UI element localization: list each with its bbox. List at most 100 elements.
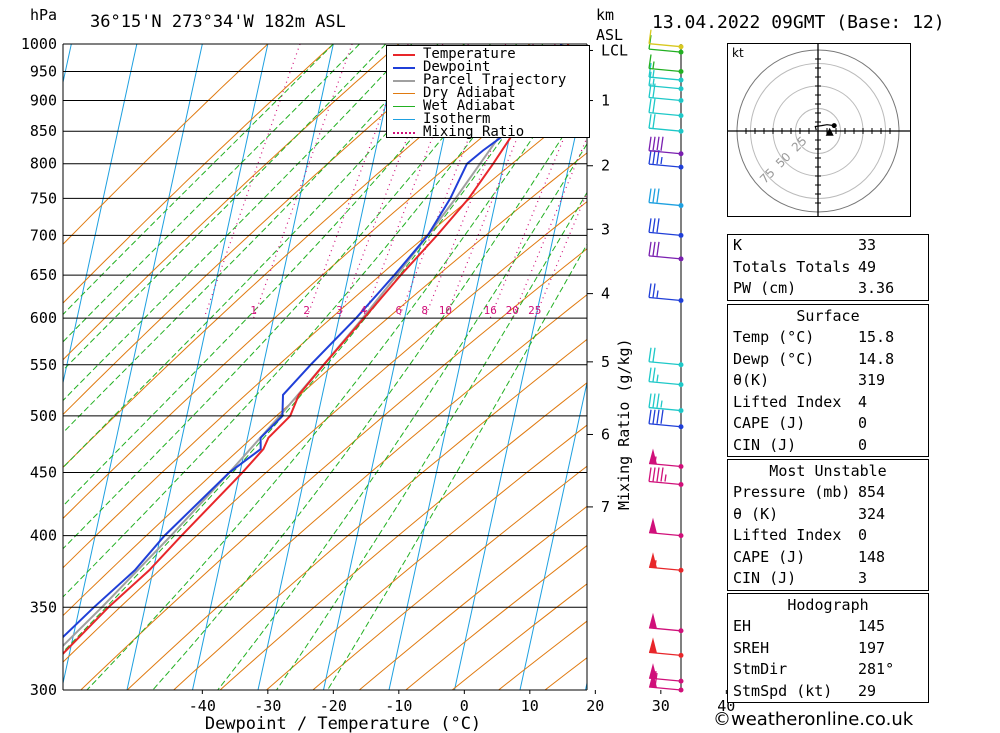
hodograph-ring-label: 25 [789,134,810,155]
legend-item-dry-adiabat: Dry Adiabat [393,86,583,100]
wind-barb-dot [678,69,684,75]
wind-barb-dot [678,86,684,92]
km-tick-label: LCL [601,41,628,59]
wind-barb-flag [660,467,664,482]
wind-barb-flag [652,467,656,482]
wind-barb-staff [648,381,682,386]
wind-barb-dot [678,482,684,488]
index-row: CAPE (J) 0 [733,414,868,432]
wind-barb-half-flag [664,474,667,482]
mixing-ratio-value-label: 1 [250,304,257,317]
pressure-tick-label: 750 [30,189,57,207]
wind-barb-flag [654,672,658,688]
wind-barb-staff [648,112,682,117]
wind-barb-staff [648,76,682,81]
dry-adiabat-line [63,44,531,468]
wind-barb-dot [678,49,684,55]
index-row: Pressure (mb) 854 [733,483,886,501]
wind-barb-dot [678,113,684,119]
wind-barb-dot [678,678,684,684]
wind-barb-dot [678,128,684,134]
dry-adiabat-line [63,44,269,245]
wind-barb-dot [678,464,684,470]
wind-barb [648,98,684,119]
wind-barb [648,672,684,693]
wind-barb-flag [648,367,652,382]
wind-barb-flag [656,467,660,482]
wind-barb [648,612,684,634]
wind-barb [648,517,684,539]
wet-adiabat-line [63,44,491,507]
hodograph-trace-end [831,123,837,129]
wind-barb-flag [656,136,660,151]
index-row: CIN (J) 0 [733,435,868,454]
index-row: EH 145 [733,617,886,635]
km-tick-label: 6 [601,425,610,443]
wind-barb-dot [678,628,684,634]
station-location: 36°15'N 273°34'W 182m ASL [90,12,346,32]
isotherm-line [388,44,531,690]
wind-barb-flag [652,136,656,151]
pressure-unit-label: hPa [30,6,58,24]
mixing-ratio-line [253,44,353,319]
mixing-ratio-value-label: 16 [484,304,497,317]
wind-barb [648,241,684,262]
x-tick-label: -10 [385,697,412,715]
wind-barb-flag [652,393,656,408]
wind-barb-flag [648,241,652,256]
wind-barb-dot [678,362,684,368]
x-tick-label: 20 [586,697,604,715]
wind-barb-dot [678,232,684,238]
index-row: Temp (°C) 15.8 [733,328,895,346]
most-unstable-table: Most Unstable Pressure (mb) 854 θ (K) 324 … [727,459,929,591]
mixing-ratio-value-label: 8 [421,304,428,317]
pressure-tick-label: 500 [30,407,57,425]
mixing-ratio-value-label: 3 [336,304,343,317]
wind-barb-pennant [649,517,657,534]
copyright-link[interactable]: ©weatheronline.co.uk [713,709,914,730]
wind-barb [648,114,684,134]
wind-barb-dot [678,256,684,262]
wind-barb-flag [648,347,652,362]
pressure-tick-label: 400 [30,527,57,545]
index-row: StmSpd (kt) 29 [733,681,877,700]
wind-barb-dot [678,297,684,303]
wind-barb-dot [678,533,684,539]
storm-motion-marker [825,127,834,136]
pressure-tick-label: 650 [30,266,57,284]
dry-adiabat-line [312,465,587,690]
pressure-tick-label: 550 [30,356,57,374]
wind-barb [648,35,684,55]
pressure-tick-label: 350 [30,598,57,616]
legend-item-dewpoint: Dewpoint [393,60,583,74]
wind-barb-staff [648,67,682,73]
wet-adiabat-line [63,44,544,598]
wind-barb-flag [652,409,656,424]
index-row: StmDir 281° [733,660,895,678]
wind-barb-dot [678,382,684,388]
most-unstable-title: Most Unstable [769,462,887,480]
wind-barb-dot [678,98,684,104]
wind-barb-flag [656,188,660,203]
wind-barb-flag [660,409,664,424]
pressure-tick-label: 900 [30,92,57,110]
wind-barb-staff [648,423,682,428]
wind-barb-half-flag [654,456,657,464]
index-row: θ (K) 324 [733,504,886,523]
wind-barb-half-flag [656,290,659,298]
wind-barb-staff [648,43,682,48]
wind-barb-flag [652,218,656,233]
index-row: Totals Totals 49 [733,257,877,276]
wind-barb [648,188,684,209]
wind-barb [648,136,684,157]
hodograph-unit: kt [732,46,744,60]
wind-barb [648,467,684,488]
wind-barb [648,552,684,573]
wind-barb [648,367,684,388]
x-tick-label: 10 [521,697,539,715]
wind-barb [648,393,684,414]
wind-barb-flag [648,98,652,113]
hodograph-trace [814,124,835,131]
pressure-tick-label: 700 [30,226,57,244]
